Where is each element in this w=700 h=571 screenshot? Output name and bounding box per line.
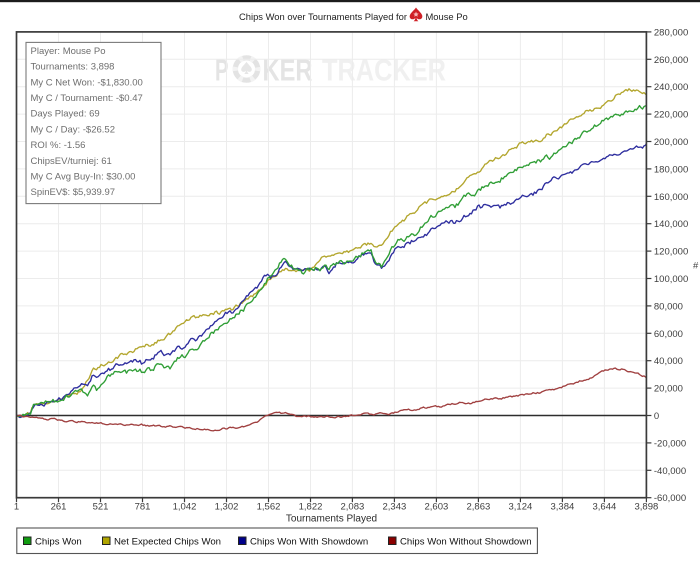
svg-text:-20,000: -20,000 <box>654 438 686 449</box>
svg-text:200,000: 200,000 <box>654 137 688 148</box>
svg-text:140,000: 140,000 <box>654 219 688 230</box>
svg-text:My C Net Won: -$1,830.00: My C Net Won: -$1,830.00 <box>31 77 143 88</box>
svg-text:280,000: 280,000 <box>654 27 688 38</box>
svg-text:1,822: 1,822 <box>299 502 323 513</box>
svg-text:100,000: 100,000 <box>654 274 688 285</box>
svg-text:240,000: 240,000 <box>654 82 688 93</box>
svg-text:Chips Won Without Showdown: Chips Won Without Showdown <box>400 536 532 547</box>
svg-text:160,000: 160,000 <box>654 192 688 203</box>
svg-text:ChipsEV/turniej: 61: ChipsEV/turniej: 61 <box>31 156 112 167</box>
svg-text:My C / Day: -$26.52: My C / Day: -$26.52 <box>31 124 115 135</box>
svg-text:2,863: 2,863 <box>467 502 491 513</box>
svg-text:P: P <box>215 53 229 88</box>
svg-text:Days Played: 69: Days Played: 69 <box>31 109 100 120</box>
svg-text:220,000: 220,000 <box>654 110 688 121</box>
svg-text:0: 0 <box>654 411 659 422</box>
svg-text:1,042: 1,042 <box>173 502 197 513</box>
svg-text:261: 261 <box>51 502 67 513</box>
svg-text:3,124: 3,124 <box>509 502 533 513</box>
svg-text:2,083: 2,083 <box>341 502 365 513</box>
svg-text:TRACKER: TRACKER <box>322 53 446 88</box>
svg-text:-60,000: -60,000 <box>654 493 686 504</box>
svg-text:3,384: 3,384 <box>551 502 575 513</box>
svg-text:ROI %: -1.56: ROI %: -1.56 <box>31 140 86 151</box>
svg-text:Tournaments: 3,898: Tournaments: 3,898 <box>31 62 115 73</box>
svg-text:1,302: 1,302 <box>215 502 239 513</box>
svg-text:260,000: 260,000 <box>654 55 688 66</box>
svg-text:2,343: 2,343 <box>383 502 407 513</box>
svg-text:Net Expected Chips Won: Net Expected Chips Won <box>114 536 221 547</box>
svg-text:Mouse Po: Mouse Po <box>426 11 468 22</box>
svg-text:My C Avg Buy-In: $30.00: My C Avg Buy-In: $30.00 <box>31 171 136 182</box>
svg-text:Player: Mouse Po: Player: Mouse Po <box>31 46 106 57</box>
svg-text:1: 1 <box>14 502 19 513</box>
svg-text:1,562: 1,562 <box>257 502 281 513</box>
svg-text:3,898: 3,898 <box>635 502 659 513</box>
svg-text:40,000: 40,000 <box>654 356 683 367</box>
svg-text:521: 521 <box>93 502 109 513</box>
svg-text:60,000: 60,000 <box>654 329 683 340</box>
svg-text:#: # <box>693 261 699 272</box>
svg-text:Chips Won: Chips Won <box>35 536 82 547</box>
svg-text:Tournaments Played: Tournaments Played <box>286 514 377 525</box>
svg-text:20,000: 20,000 <box>654 384 683 395</box>
svg-text:SpinEV$: $5,939.97: SpinEV$: $5,939.97 <box>31 187 116 198</box>
svg-text:180,000: 180,000 <box>654 164 688 175</box>
svg-text:2,603: 2,603 <box>425 502 449 513</box>
svg-text:80,000: 80,000 <box>654 301 683 312</box>
svg-text:781: 781 <box>135 502 151 513</box>
svg-text:-40,000: -40,000 <box>654 466 686 477</box>
svg-text:3,644: 3,644 <box>593 502 617 513</box>
svg-text:Chips Won With Showdown: Chips Won With Showdown <box>250 536 368 547</box>
svg-text:120,000: 120,000 <box>654 247 688 258</box>
svg-text:KER: KER <box>263 53 313 88</box>
svg-text:Chips Won over Tournaments Pla: Chips Won over Tournaments Played for <box>239 11 407 22</box>
svg-text:My C / Tournament: -$0.47: My C / Tournament: -$0.47 <box>31 93 143 104</box>
